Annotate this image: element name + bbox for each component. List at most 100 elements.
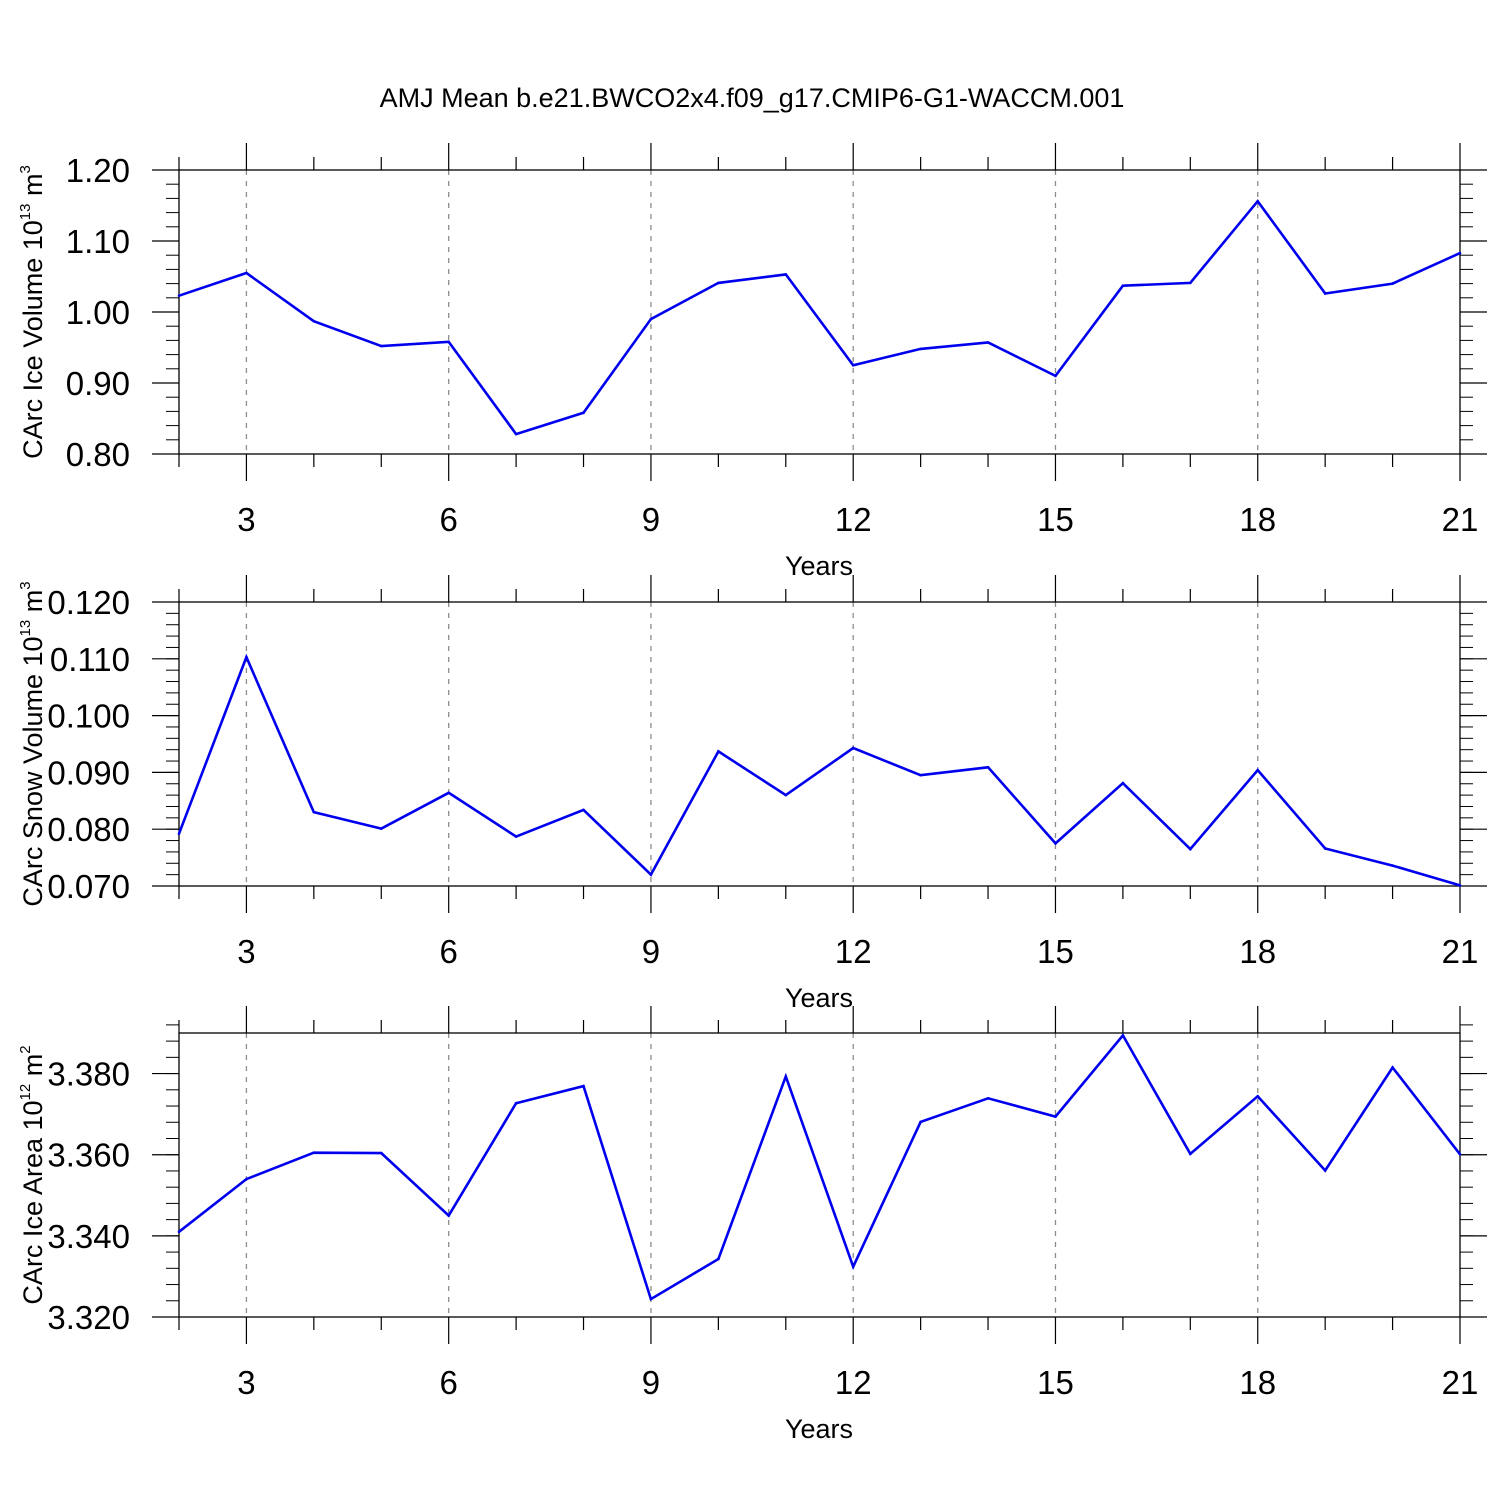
x-tick-label: 9 [642,933,660,970]
data-point [1121,781,1125,785]
data-point [447,1214,450,1217]
data-point [784,1075,788,1078]
data-point [379,1151,383,1155]
data-point [1391,864,1394,867]
data-point [1189,847,1192,851]
data-point [919,773,922,777]
data-point [1054,374,1057,378]
x-axis-label: Years [785,1414,853,1444]
y-tick-label: 1.20 [66,152,130,189]
x-tick-label: 6 [440,933,458,970]
y-axis-label: CArc Ice Volume 1013 m3 [17,165,48,459]
data-point [986,341,990,344]
x-tick-label: 6 [440,501,458,538]
x-tick-label: 9 [642,501,660,538]
x-tick-label: 18 [1239,501,1276,538]
y-axis-label: CArc Snow Volume 1013 m3 [17,581,48,906]
series-line [178,1033,1462,1302]
data-point [245,271,248,275]
data-point [919,1120,922,1124]
data-point [177,1230,181,1234]
chart-panel-1: 0.80 0.90 1.00 1.10 1.20 3 6 9 12 15 18 21 Years CArc… [17,143,1487,581]
panels: 0.80 0.90 1.00 1.10 1.20 3 6 9 12 15 18 21 Years CArc… [17,143,1487,1444]
x-tick-label: 3 [237,933,255,970]
data-point [177,832,181,836]
chart-panel-3: 3.320 3.340 3.360 3.380 3 6 9 12 15 18 21 Years CArc… [17,1006,1487,1444]
data-point [1256,199,1260,203]
data-point [1391,1066,1394,1069]
data-point [1121,1034,1125,1037]
chart-panel-2: 0.070 0.080 0.090 0.100 0.110 0.120 3 6 9 12 15 18 2… [17,575,1487,1013]
y-tick-label: 3.380 [47,1056,130,1093]
y-tick-label: 3.320 [47,1299,130,1336]
x-tick-label: 12 [835,501,872,538]
x-tick-label: 15 [1037,1364,1074,1401]
data-point [1458,1153,1462,1156]
data-point [312,1151,316,1154]
data-point [986,765,990,769]
y-tick-label: 0.80 [66,436,130,473]
x-tick-label: 12 [835,933,872,970]
y-tick-label: 0.070 [47,868,130,905]
plot-frame [178,601,1461,887]
x-tick-label: 21 [1442,1364,1479,1401]
plot-frame [178,169,1461,455]
data-point [312,810,316,814]
data-point [1323,847,1327,850]
x-tick-label: 12 [835,1364,872,1401]
y-tick-label: 3.340 [47,1218,130,1255]
data-point [312,319,316,323]
data-point [514,1101,518,1105]
data-point [784,793,788,797]
x-tick-label: 18 [1239,933,1276,970]
data-point [1189,1152,1192,1156]
data-point [649,317,653,321]
data-point [245,1177,248,1181]
x-tick-label: 15 [1037,933,1074,970]
data-point [1054,1115,1057,1118]
y-tick-label: 0.080 [47,811,130,848]
x-tick-label: 21 [1442,501,1479,538]
y-tick-label: 1.00 [66,294,130,331]
data-point [582,411,585,415]
y-tick-label: 1.10 [66,223,130,260]
series-line [178,199,1461,436]
data-point [447,791,450,795]
x-tick-label: 3 [237,501,255,538]
data-point [986,1097,990,1100]
data-point [1323,292,1327,295]
data-point [1189,281,1192,285]
data-point [379,827,383,830]
x-axis-label: Years [785,551,853,581]
data-point [919,347,922,351]
data-point [784,273,788,276]
series-line [177,653,1461,887]
data-point [851,363,855,367]
data-point [514,432,518,436]
x-tick-label: 18 [1239,1364,1276,1401]
x-tick-label: 6 [440,1364,458,1401]
y-tick-label: 3.360 [47,1137,130,1174]
x-tick-label: 3 [237,1364,255,1401]
data-point [1121,284,1125,288]
data-point [1054,842,1057,845]
x-tick-label: 9 [642,1364,660,1401]
data-point [717,281,720,285]
data-point [851,1265,855,1268]
x-tick-label: 15 [1037,501,1074,538]
data-point [1391,282,1394,285]
data-point [1458,251,1462,255]
data-point [1458,884,1462,887]
y-tick-label: 0.120 [47,584,130,621]
x-tick-label: 21 [1442,933,1479,970]
data-point [1256,1094,1260,1098]
plot-frame [178,1032,1461,1318]
data-point [649,873,653,876]
y-tick-label: 0.100 [47,698,130,735]
data-point [245,655,248,659]
data-point [582,1084,585,1088]
y-tick-label: 0.090 [47,754,130,791]
data-point [379,344,383,348]
data-point [514,835,518,838]
